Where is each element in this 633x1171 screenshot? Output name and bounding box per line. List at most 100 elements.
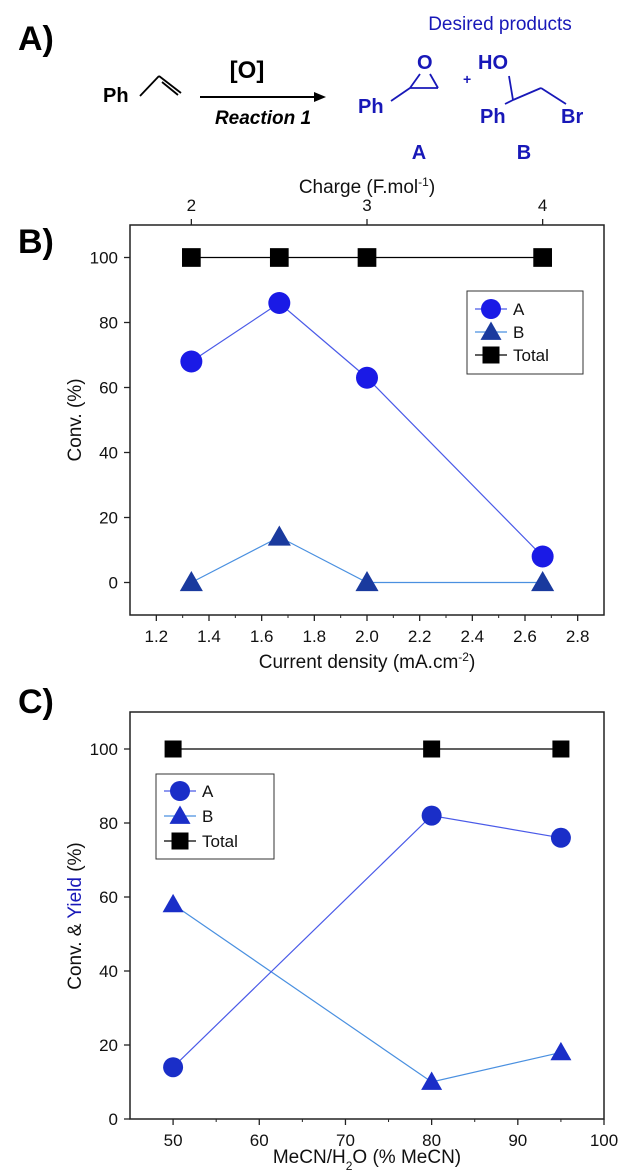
data-point-a xyxy=(421,805,442,826)
y-tick-label: 60 xyxy=(99,888,118,907)
x-tick-label: 2.2 xyxy=(408,627,432,646)
legend-label-b: B xyxy=(202,807,213,826)
data-point-a xyxy=(531,545,554,568)
epoxide-ring xyxy=(390,73,439,102)
x-tick-label: 50 xyxy=(164,1131,183,1150)
reaction-label: Reaction 1 xyxy=(215,108,311,129)
legend-marker-a xyxy=(481,299,501,319)
legend-c: AB Total xyxy=(155,773,275,860)
x-tick-label: 2.4 xyxy=(461,627,485,646)
products-header: Desired products xyxy=(428,14,572,35)
data-point-a xyxy=(268,292,291,314)
x-tick-label: 2.0 xyxy=(355,627,379,646)
data-point-b xyxy=(531,570,555,592)
data-point-total xyxy=(357,248,377,267)
reactant-ph: Ph xyxy=(103,85,129,107)
data-point-b xyxy=(162,893,184,913)
y-tick-label: 100 xyxy=(90,740,118,759)
data-point-b xyxy=(421,1071,443,1090)
x-tick-label: 1.4 xyxy=(197,627,221,646)
series-line-b xyxy=(172,903,562,1083)
x-tick-label: 70 xyxy=(336,1131,355,1150)
series-line-b xyxy=(191,536,543,584)
data-point-total xyxy=(423,740,441,758)
series-markers-c xyxy=(162,740,572,1090)
plus-sign: + xyxy=(463,71,471,87)
x-axis-title-c: MeCN/H2O (% MeCN) xyxy=(273,1147,461,1171)
legend-marker-a xyxy=(170,781,190,801)
data-point-total xyxy=(269,248,289,267)
y-tick-label: 100 xyxy=(90,249,118,268)
legend-marker-total xyxy=(482,346,500,364)
data-point-b xyxy=(355,570,379,592)
chart-b: B) 1.2 1.4 1.6 1.8 2.0 2.2 2.4 2.6 2.80204060801… xyxy=(18,175,605,673)
y-tick-label: 0 xyxy=(109,1110,118,1129)
x-tick-label: 80 xyxy=(422,1131,441,1150)
y-tick-label: 20 xyxy=(99,509,118,528)
series-line-a xyxy=(191,302,544,557)
y-tick-label: 60 xyxy=(99,379,118,398)
legend-label-b: B xyxy=(513,323,524,342)
legend-marker-b xyxy=(169,805,191,824)
reaction-scheme: A) Ph [O] Reaction 1 Desired products Ph… xyxy=(18,14,583,164)
y-tick-label: 80 xyxy=(99,814,118,833)
product-a-oxygen: O xyxy=(417,52,433,74)
series-lines-b xyxy=(191,256,544,584)
data-point-total xyxy=(533,248,552,267)
legend-marker-b xyxy=(480,321,502,340)
legend-label-a: A xyxy=(513,300,525,319)
y-tick-label: 80 xyxy=(99,314,118,333)
top-tick-label: 2 xyxy=(187,196,196,215)
x-tick-label: 2.8 xyxy=(566,627,590,646)
product-b-ho: HO xyxy=(478,52,508,74)
legend-label-a: A xyxy=(202,782,214,801)
data-point-total xyxy=(164,740,182,758)
data-point-total xyxy=(552,740,570,758)
x-axis-title-b: Current density (mA.cm-2) xyxy=(259,650,476,673)
data-point-b xyxy=(179,570,203,592)
top-axis-title-b: Charge (F.mol-1) xyxy=(299,175,435,198)
y-axis-title-c: Conv. & Yield (%) xyxy=(65,842,86,990)
data-point-b xyxy=(550,1041,572,1061)
y-tick-label: 40 xyxy=(99,444,118,463)
data-point-total xyxy=(182,248,201,267)
x-tick-label: 1.2 xyxy=(145,627,169,646)
bromohydrin-bonds xyxy=(504,75,567,105)
vinyl-bond xyxy=(139,75,182,97)
y-tick-label: 40 xyxy=(99,962,118,981)
series-markers-b xyxy=(179,248,555,592)
x-tick-label: 60 xyxy=(250,1131,269,1150)
top-tick-label: 4 xyxy=(538,196,547,215)
ticks-b: 1.2 1.4 1.6 1.8 2.0 2.2 2.4 2.6 2.8 0 20 40 60 80 100 2… xyxy=(90,196,590,646)
data-point-b xyxy=(267,525,291,546)
top-tick-label: 3 xyxy=(362,196,371,215)
x-tick-label: 1.8 xyxy=(303,627,327,646)
x-tick-label: 2.6 xyxy=(513,627,537,646)
data-point-a xyxy=(163,1057,184,1078)
label-product-a: A xyxy=(412,142,426,164)
y-tick-label: 20 xyxy=(99,1036,118,1055)
data-point-a xyxy=(356,366,378,389)
plot-frame-c xyxy=(129,711,605,1120)
panel-letter-c: C) xyxy=(18,683,54,721)
panel-letter-a: A) xyxy=(18,20,54,58)
panel-letter-b: B) xyxy=(18,223,54,261)
oxidant-label: [O] xyxy=(230,57,265,84)
reaction-arrow-head xyxy=(314,92,326,102)
y-tick-label: 0 xyxy=(109,574,118,593)
x-tick-label: 100 xyxy=(590,1131,618,1150)
x-tick-label: 1.6 xyxy=(250,627,274,646)
data-point-a xyxy=(550,827,571,848)
y-axis-title-b: Conv. (%) xyxy=(65,378,86,461)
legend-label-total: Total xyxy=(202,832,238,851)
x-tick-label: 90 xyxy=(508,1131,527,1150)
legend-marker-total xyxy=(171,832,189,850)
chart-c: C) 50 60 70 80 90 100 0 20 40 60 80 100 MeCN/H2O (%… xyxy=(18,683,618,1171)
legend-label-total: Total xyxy=(513,346,549,365)
ticks-c: 50 60 70 80 90 100 0 20 40 60 80 100 xyxy=(90,740,619,1150)
product-a-ph: Ph xyxy=(358,96,384,118)
product-b-br: Br xyxy=(561,106,583,128)
product-b-ph: Ph xyxy=(480,106,506,128)
label-product-b: B xyxy=(517,142,531,164)
